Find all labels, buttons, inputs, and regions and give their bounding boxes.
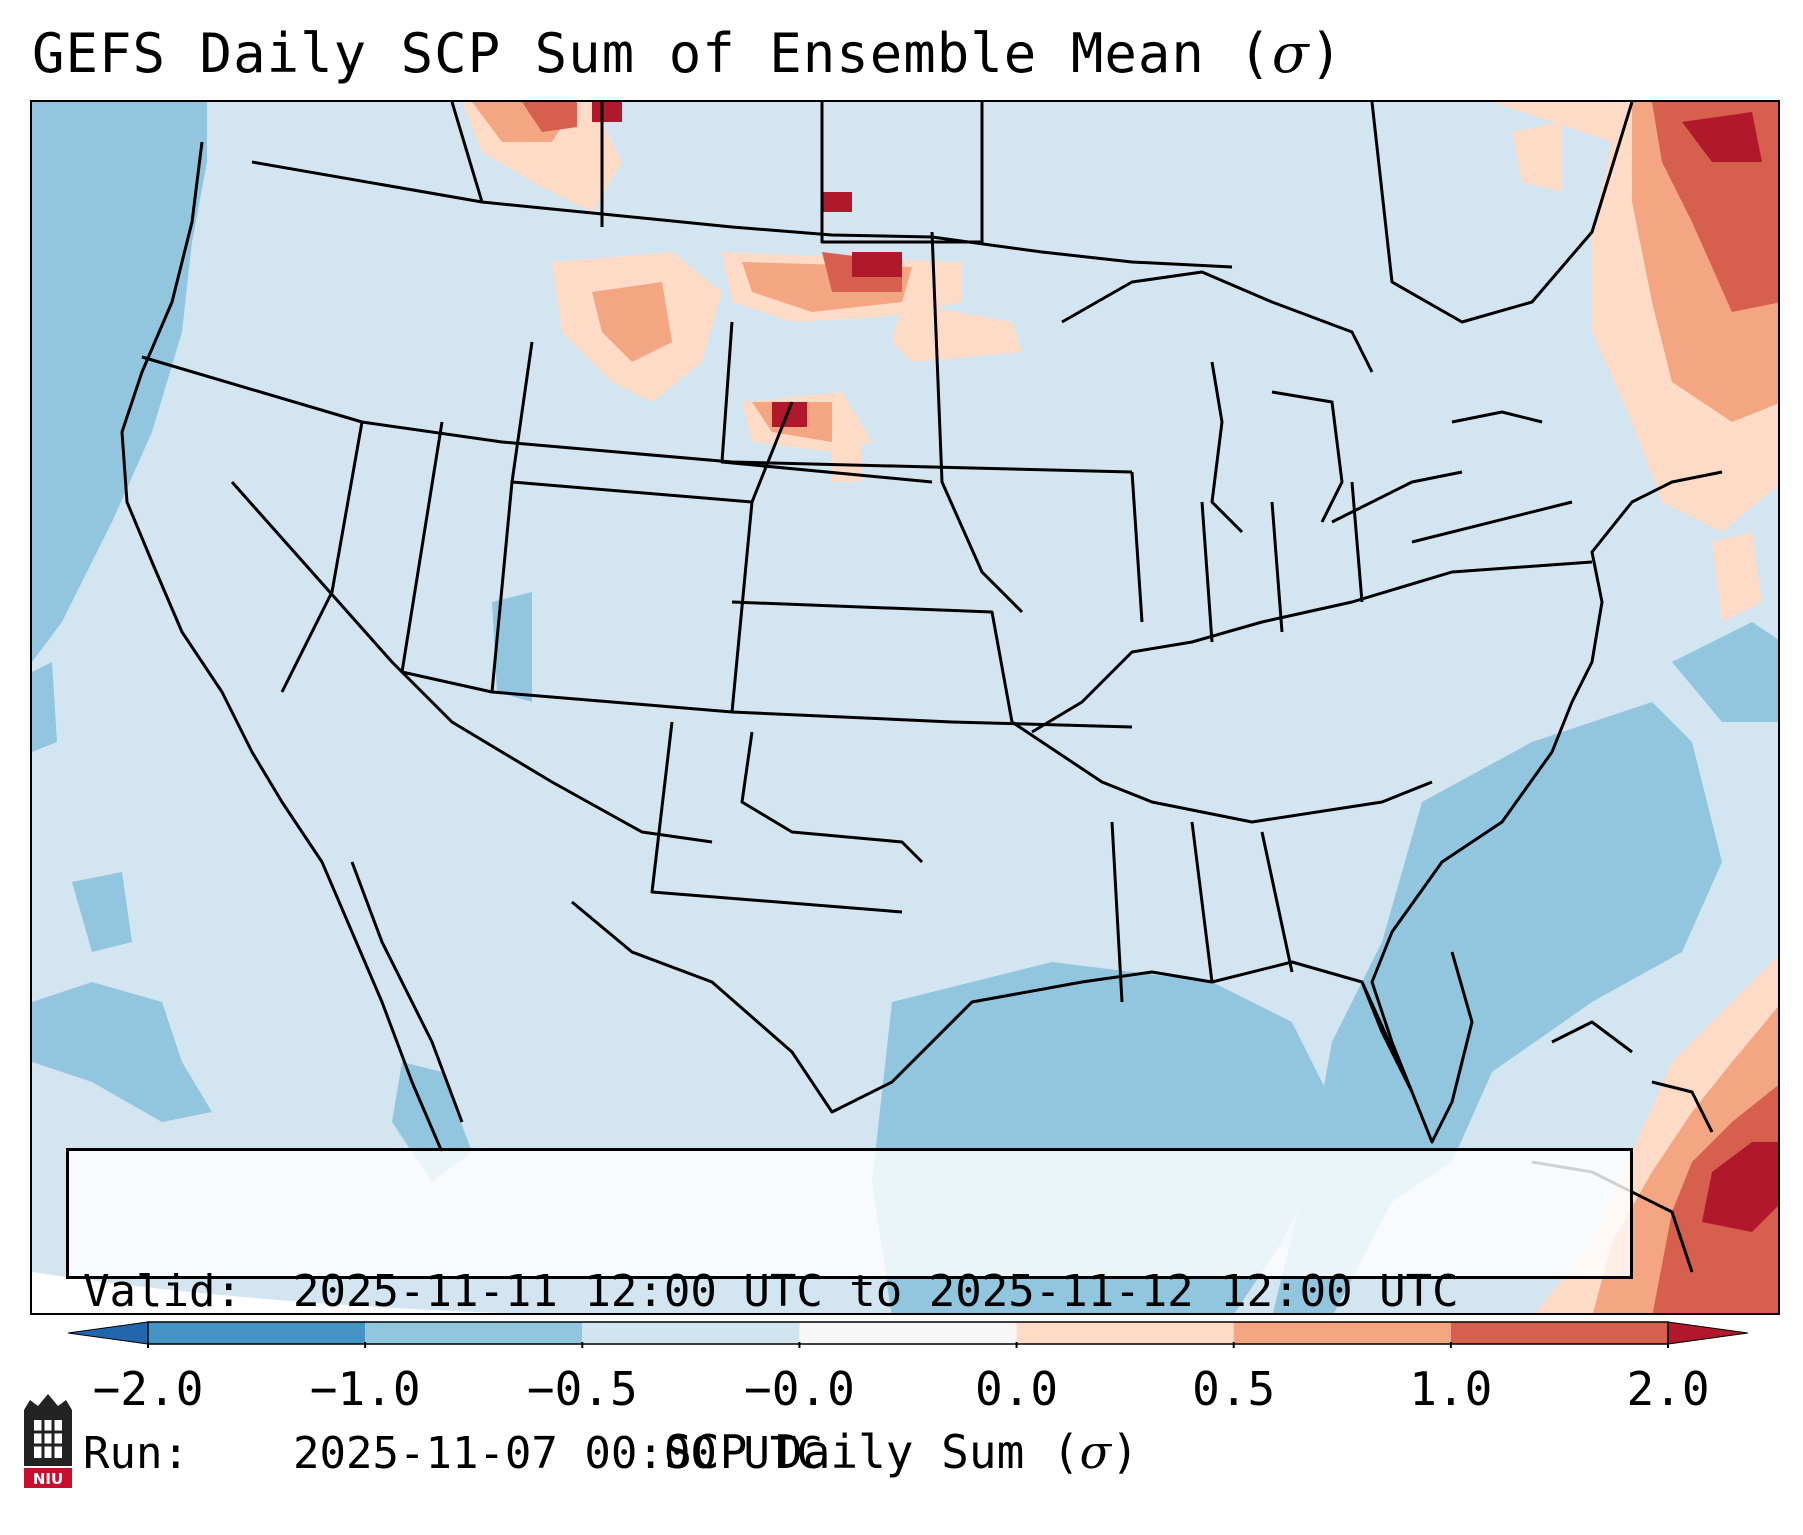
colorbar-segment (148, 1322, 366, 1344)
bahamas-islands-2 (1651, 1080, 1714, 1133)
state-borders (120, 102, 1723, 1273)
map-panel (30, 100, 1780, 1315)
colorbar-segment (68, 1321, 149, 1345)
valid-value: 2025-11-11 12:00 UTC to 2025-11-12 12:00… (293, 1266, 1459, 1317)
wyoming-box (510, 341, 794, 504)
colorado-east (730, 501, 754, 713)
ohio-river-line (1031, 560, 1593, 734)
lake-huron (1271, 390, 1344, 523)
colorbar-label-text: SCP Daily Sum ( (664, 1425, 1080, 1479)
ny-pa-line (1411, 500, 1573, 544)
quebec-line (1370, 102, 1634, 324)
pacific-patch-1 (72, 872, 132, 952)
colorbar-tick-label: −2.0 (92, 1362, 204, 1416)
niu-logo: NIU (24, 1394, 72, 1488)
colorbar-segment (365, 1322, 583, 1344)
chart-title-text: GEFS Daily SCP Sum of Ensemble Mean ( (32, 22, 1272, 85)
manitoba-lines (820, 102, 984, 244)
bc-alberta-line (450, 102, 484, 203)
dakota-line (720, 321, 933, 484)
oklahoma-line (740, 731, 924, 864)
kansas-line (731, 600, 1014, 723)
colorbar-tick-label: −0.5 (526, 1362, 638, 1416)
lake-ontario (1451, 410, 1543, 424)
tennessee-line (1011, 720, 1433, 824)
colorbar-segment (1450, 1322, 1668, 1344)
info-box: Valid: 2025-11-11 12:00 UTC to 2025-11-1… (66, 1148, 1633, 1479)
atlantic-light-patch (1712, 532, 1762, 622)
baja-coast (350, 861, 464, 1123)
positive-anomaly-regions (462, 102, 1778, 1313)
illinois-west (1130, 471, 1144, 623)
quebec-peak (1682, 112, 1762, 162)
oregon-idaho-line (141, 355, 1133, 474)
gulf-coast (571, 900, 1414, 1114)
valid-row: Valid: 2025-11-11 12:00 UTC to 2025-11-1… (83, 1265, 1616, 1319)
alberta-strong (522, 102, 577, 132)
colorbar-label-close: ) (1111, 1425, 1139, 1479)
valid-key: Valid: (83, 1266, 242, 1317)
logo-window (34, 1420, 62, 1458)
pacific-nw-anomaly (32, 102, 207, 662)
run-key: Run: (83, 1428, 189, 1479)
colorbar-label: SCP Daily Sum (σ) (0, 1425, 1803, 1479)
pennsylvania-west (1350, 481, 1364, 603)
ohio-line (1270, 501, 1284, 633)
logo-window-grid (34, 1420, 62, 1458)
colorbar-segment (799, 1322, 1017, 1344)
colorbar-tick-label: 0.0 (975, 1362, 1059, 1416)
canada-us-border (251, 160, 1233, 269)
north-dakota-peak (852, 252, 902, 277)
pacific-strip-anomaly (32, 662, 57, 752)
colorbar-tick-label: −0.0 (744, 1362, 855, 1416)
atlantic-coast (1370, 470, 1723, 1093)
atlantic-patch (1672, 622, 1778, 722)
bahamas-islands (1551, 1020, 1633, 1054)
run-row: Run: 2025-11-07 00:00 UTC (83, 1427, 1616, 1481)
chart-title: GEFS Daily SCP Sum of Ensemble Mean (σ) (32, 22, 1343, 85)
nd-canada-peak (822, 192, 852, 212)
mississippi-line (1110, 821, 1124, 1003)
minnesota-line (930, 231, 1024, 614)
sd-ne-peak (772, 402, 807, 427)
lake-superior (1061, 270, 1374, 373)
colorado-west (490, 481, 514, 693)
colorbar-segment (1233, 1322, 1451, 1344)
new-mexico-line (650, 721, 903, 914)
idaho-nevada-line (280, 421, 364, 693)
indiana-line (1200, 501, 1214, 643)
colorbar-segment (582, 1322, 800, 1344)
projection-edge-sw (32, 1272, 503, 1313)
colorbar-segment (1667, 1321, 1748, 1345)
nevada-arizona-line (230, 481, 713, 844)
ontario-light (1512, 122, 1562, 192)
florida-coast (1360, 951, 1474, 1144)
minnesota-light (892, 302, 1022, 362)
map-svg (32, 102, 1778, 1313)
run-value: 2025-11-07 00:00 UTC (293, 1428, 823, 1479)
colorbar-tick-label: −1.0 (309, 1362, 421, 1416)
colorbar-label-sigma: σ (1079, 1425, 1112, 1479)
pacific-coast (120, 141, 444, 1153)
logo-text: NIU (33, 1470, 63, 1488)
colorbar-outline (147, 1321, 1669, 1345)
alberta-peak (592, 102, 622, 122)
chart-title-close: ) (1309, 22, 1344, 85)
georgia-line (1260, 831, 1294, 973)
colorbar-segment (1016, 1322, 1234, 1344)
montana-mid (592, 282, 672, 362)
colorbar-tick-label: 2.0 (1626, 1362, 1710, 1416)
alabama-line (1190, 821, 1214, 983)
chart-title-sigma: σ (1271, 22, 1310, 85)
lake-erie (1331, 470, 1463, 524)
logo-banner (24, 1468, 72, 1488)
colorbar-tick-label: 0.5 (1192, 1362, 1276, 1416)
colorbar-tick-label: 1.0 (1409, 1362, 1493, 1416)
pacific-patch-2 (32, 982, 212, 1122)
lake-michigan (1210, 361, 1244, 534)
bahamas-peak (1702, 1142, 1778, 1232)
southern-line (400, 421, 1133, 729)
colorbar (68, 1321, 1748, 1348)
utah-anomaly (492, 592, 532, 702)
